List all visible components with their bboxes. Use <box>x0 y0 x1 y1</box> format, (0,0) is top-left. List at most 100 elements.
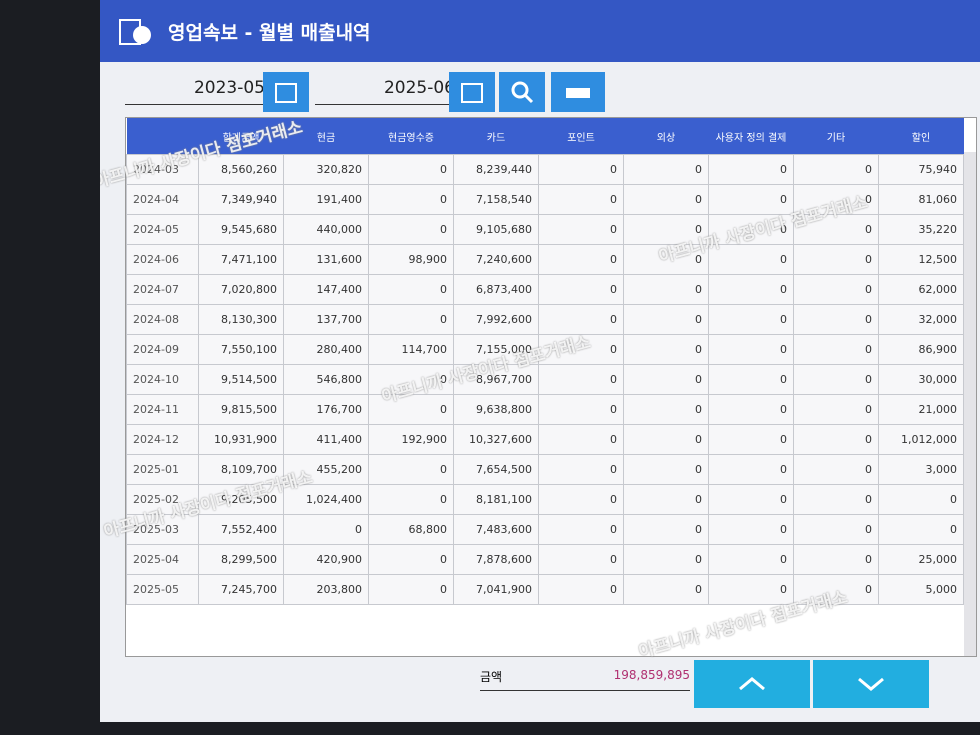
table-cell: 0 <box>708 394 794 425</box>
header-cell: 현금영수증 <box>368 118 454 155</box>
table-row[interactable]: 2025-04 8,299,500 420,900 0 7,878,600 0 0 0 0 25,… <box>126 544 964 575</box>
sales-grid: 합계금액 현금 현금영수증 카드 포인트 외상 사용자 정의 결제 기타 할인 2024-03 8,… <box>125 117 977 657</box>
table-cell: 75,940 <box>878 154 964 185</box>
table-cell: 7,654,500 <box>453 454 539 485</box>
table-row[interactable]: 2024-08 8,130,300 137,700 0 7,992,600 0 0 0 0 32,… <box>126 304 964 335</box>
table-cell: 7,041,900 <box>453 574 539 605</box>
table-cell: 0 <box>623 544 709 575</box>
table-cell: 5,000 <box>878 574 964 605</box>
table-row[interactable]: 2024-10 9,514,500 546,800 0 8,967,700 0 0 0 0 30,… <box>126 364 964 395</box>
table-row[interactable]: 2024-12 10,931,900 411,400 192,900 10,327,60… <box>126 424 964 455</box>
table-row[interactable]: 2024-07 7,020,800 147,400 0 6,873,400 0 0 0 0 62,… <box>126 274 964 305</box>
table-cell: 0 <box>623 364 709 395</box>
header-cell: 카드 <box>453 118 539 155</box>
down-icon <box>858 677 884 691</box>
table-cell: 420,900 <box>283 544 369 575</box>
table-cell: 2024-03 <box>126 154 199 185</box>
header-cell: 할인 <box>878 118 964 155</box>
calendar-button[interactable] <box>449 72 495 112</box>
date-to[interactable]: 2025-06 <box>315 78 455 105</box>
scrollbar[interactable] <box>964 152 976 656</box>
table-cell: 2024-05 <box>126 214 199 245</box>
table-cell: 0 <box>708 424 794 455</box>
table-cell: 0 <box>368 484 454 515</box>
table-cell: 0 <box>623 454 709 485</box>
table-cell: 8,109,700 <box>198 454 284 485</box>
print-button[interactable] <box>551 72 605 112</box>
table-cell: 9,545,680 <box>198 214 284 245</box>
title: 영업속보 - 월별 매출내역 <box>168 21 371 44</box>
table-cell: 0 <box>793 244 879 275</box>
table-cell: 0 <box>708 454 794 485</box>
table-cell: 114,700 <box>368 334 454 365</box>
table-cell: 0 <box>538 544 624 575</box>
table-row[interactable]: 2025-01 8,109,700 455,200 0 7,654,500 0 0 0 0 3,0… <box>126 454 964 485</box>
table-cell: 30,000 <box>878 364 964 395</box>
table-cell: 81,060 <box>878 184 964 215</box>
table-cell: 2024-07 <box>126 274 199 305</box>
page-down-button[interactable] <box>813 660 929 708</box>
table-cell: 0 <box>538 364 624 395</box>
table-row[interactable]: 2024-06 7,471,100 131,600 98,900 7,240,600 0 0… <box>126 244 964 275</box>
report-icon <box>119 19 151 45</box>
table-cell: 6,873,400 <box>453 274 539 305</box>
table-cell: 0 <box>793 394 879 425</box>
table-cell: 0 <box>368 184 454 215</box>
table-cell: 546,800 <box>283 364 369 395</box>
table-cell: 0 <box>793 274 879 305</box>
table-cell: 7,020,800 <box>198 274 284 305</box>
table-cell: 9,638,800 <box>453 394 539 425</box>
table-cell: 0 <box>708 484 794 515</box>
table-cell: 25,000 <box>878 544 964 575</box>
table-cell: 0 <box>793 214 879 245</box>
table-cell: 2024-11 <box>126 394 199 425</box>
table-cell: 280,400 <box>283 334 369 365</box>
header-cell <box>126 118 199 155</box>
table-row[interactable]: 2024-05 9,545,680 440,000 0 9,105,680 0 0 0 0 35,… <box>126 214 964 245</box>
total-label: 금액 <box>480 670 503 684</box>
table-cell: 0 <box>368 394 454 425</box>
header-cell: 합계금액 <box>198 118 284 155</box>
table-cell: 0 <box>793 334 879 365</box>
table-cell: 0 <box>368 274 454 305</box>
search-button[interactable] <box>499 72 545 112</box>
total-value: 198,859,895 <box>613 668 690 682</box>
table-cell: 0 <box>623 514 709 545</box>
table-cell: 62,000 <box>878 274 964 305</box>
table-cell: 0 <box>623 304 709 335</box>
table-cell: 0 <box>538 154 624 185</box>
table-cell: 8,239,440 <box>453 154 539 185</box>
table-cell: 0 <box>793 544 879 575</box>
header-cell: 사용자 정의 결제 <box>708 118 794 155</box>
date-from[interactable]: 2023-05 <box>125 78 265 105</box>
table-cell: 320,820 <box>283 154 369 185</box>
table-row[interactable]: 2024-09 7,550,100 280,400 114,700 7,155,000 0… <box>126 334 964 365</box>
table-cell: 0 <box>708 304 794 335</box>
table-cell: 1,012,000 <box>878 424 964 455</box>
header-cell: 기타 <box>793 118 879 155</box>
table-cell: 7,483,600 <box>453 514 539 545</box>
table-cell: 7,245,700 <box>198 574 284 605</box>
table-cell: 2024-08 <box>126 304 199 335</box>
table-cell: 68,800 <box>368 514 454 545</box>
calendar-button[interactable] <box>263 72 309 112</box>
table-cell: 0 <box>623 484 709 515</box>
table-cell: 9,514,500 <box>198 364 284 395</box>
table-cell: 8,299,500 <box>198 544 284 575</box>
page-up-button[interactable] <box>694 660 810 708</box>
title-bar: 영업속보 - 월별 매출내역 <box>100 0 980 62</box>
search-icon <box>511 81 534 104</box>
table-cell: 0 <box>708 334 794 365</box>
table-row[interactable]: 2025-05 7,245,700 203,800 0 7,041,900 0 0 0 0 5,0… <box>126 574 964 605</box>
table-row[interactable]: 2025-03 7,552,400 0 68,800 7,483,600 0 0 0 0 0 <box>126 514 964 545</box>
table-row[interactable]: 2024-04 7,349,940 191,400 0 7,158,540 0 0 0 0 81,… <box>126 184 964 215</box>
table-cell: 0 <box>538 244 624 275</box>
table-cell: 7,240,600 <box>453 244 539 275</box>
table-cell: 0 <box>538 424 624 455</box>
table-cell: 0 <box>708 274 794 305</box>
table-row[interactable]: 2024-11 9,815,500 176,700 0 9,638,800 0 0 0 0 21,… <box>126 394 964 425</box>
table-row[interactable]: 2025-02 9,205,500 1,024,400 0 8,181,100 0 0 0 0 0 <box>126 484 964 515</box>
table-cell: 2024-04 <box>126 184 199 215</box>
table-row[interactable]: 2024-03 8,560,260 320,820 0 8,239,440 0 0 0 0 75,… <box>126 154 964 185</box>
table-cell: 0 <box>793 454 879 485</box>
